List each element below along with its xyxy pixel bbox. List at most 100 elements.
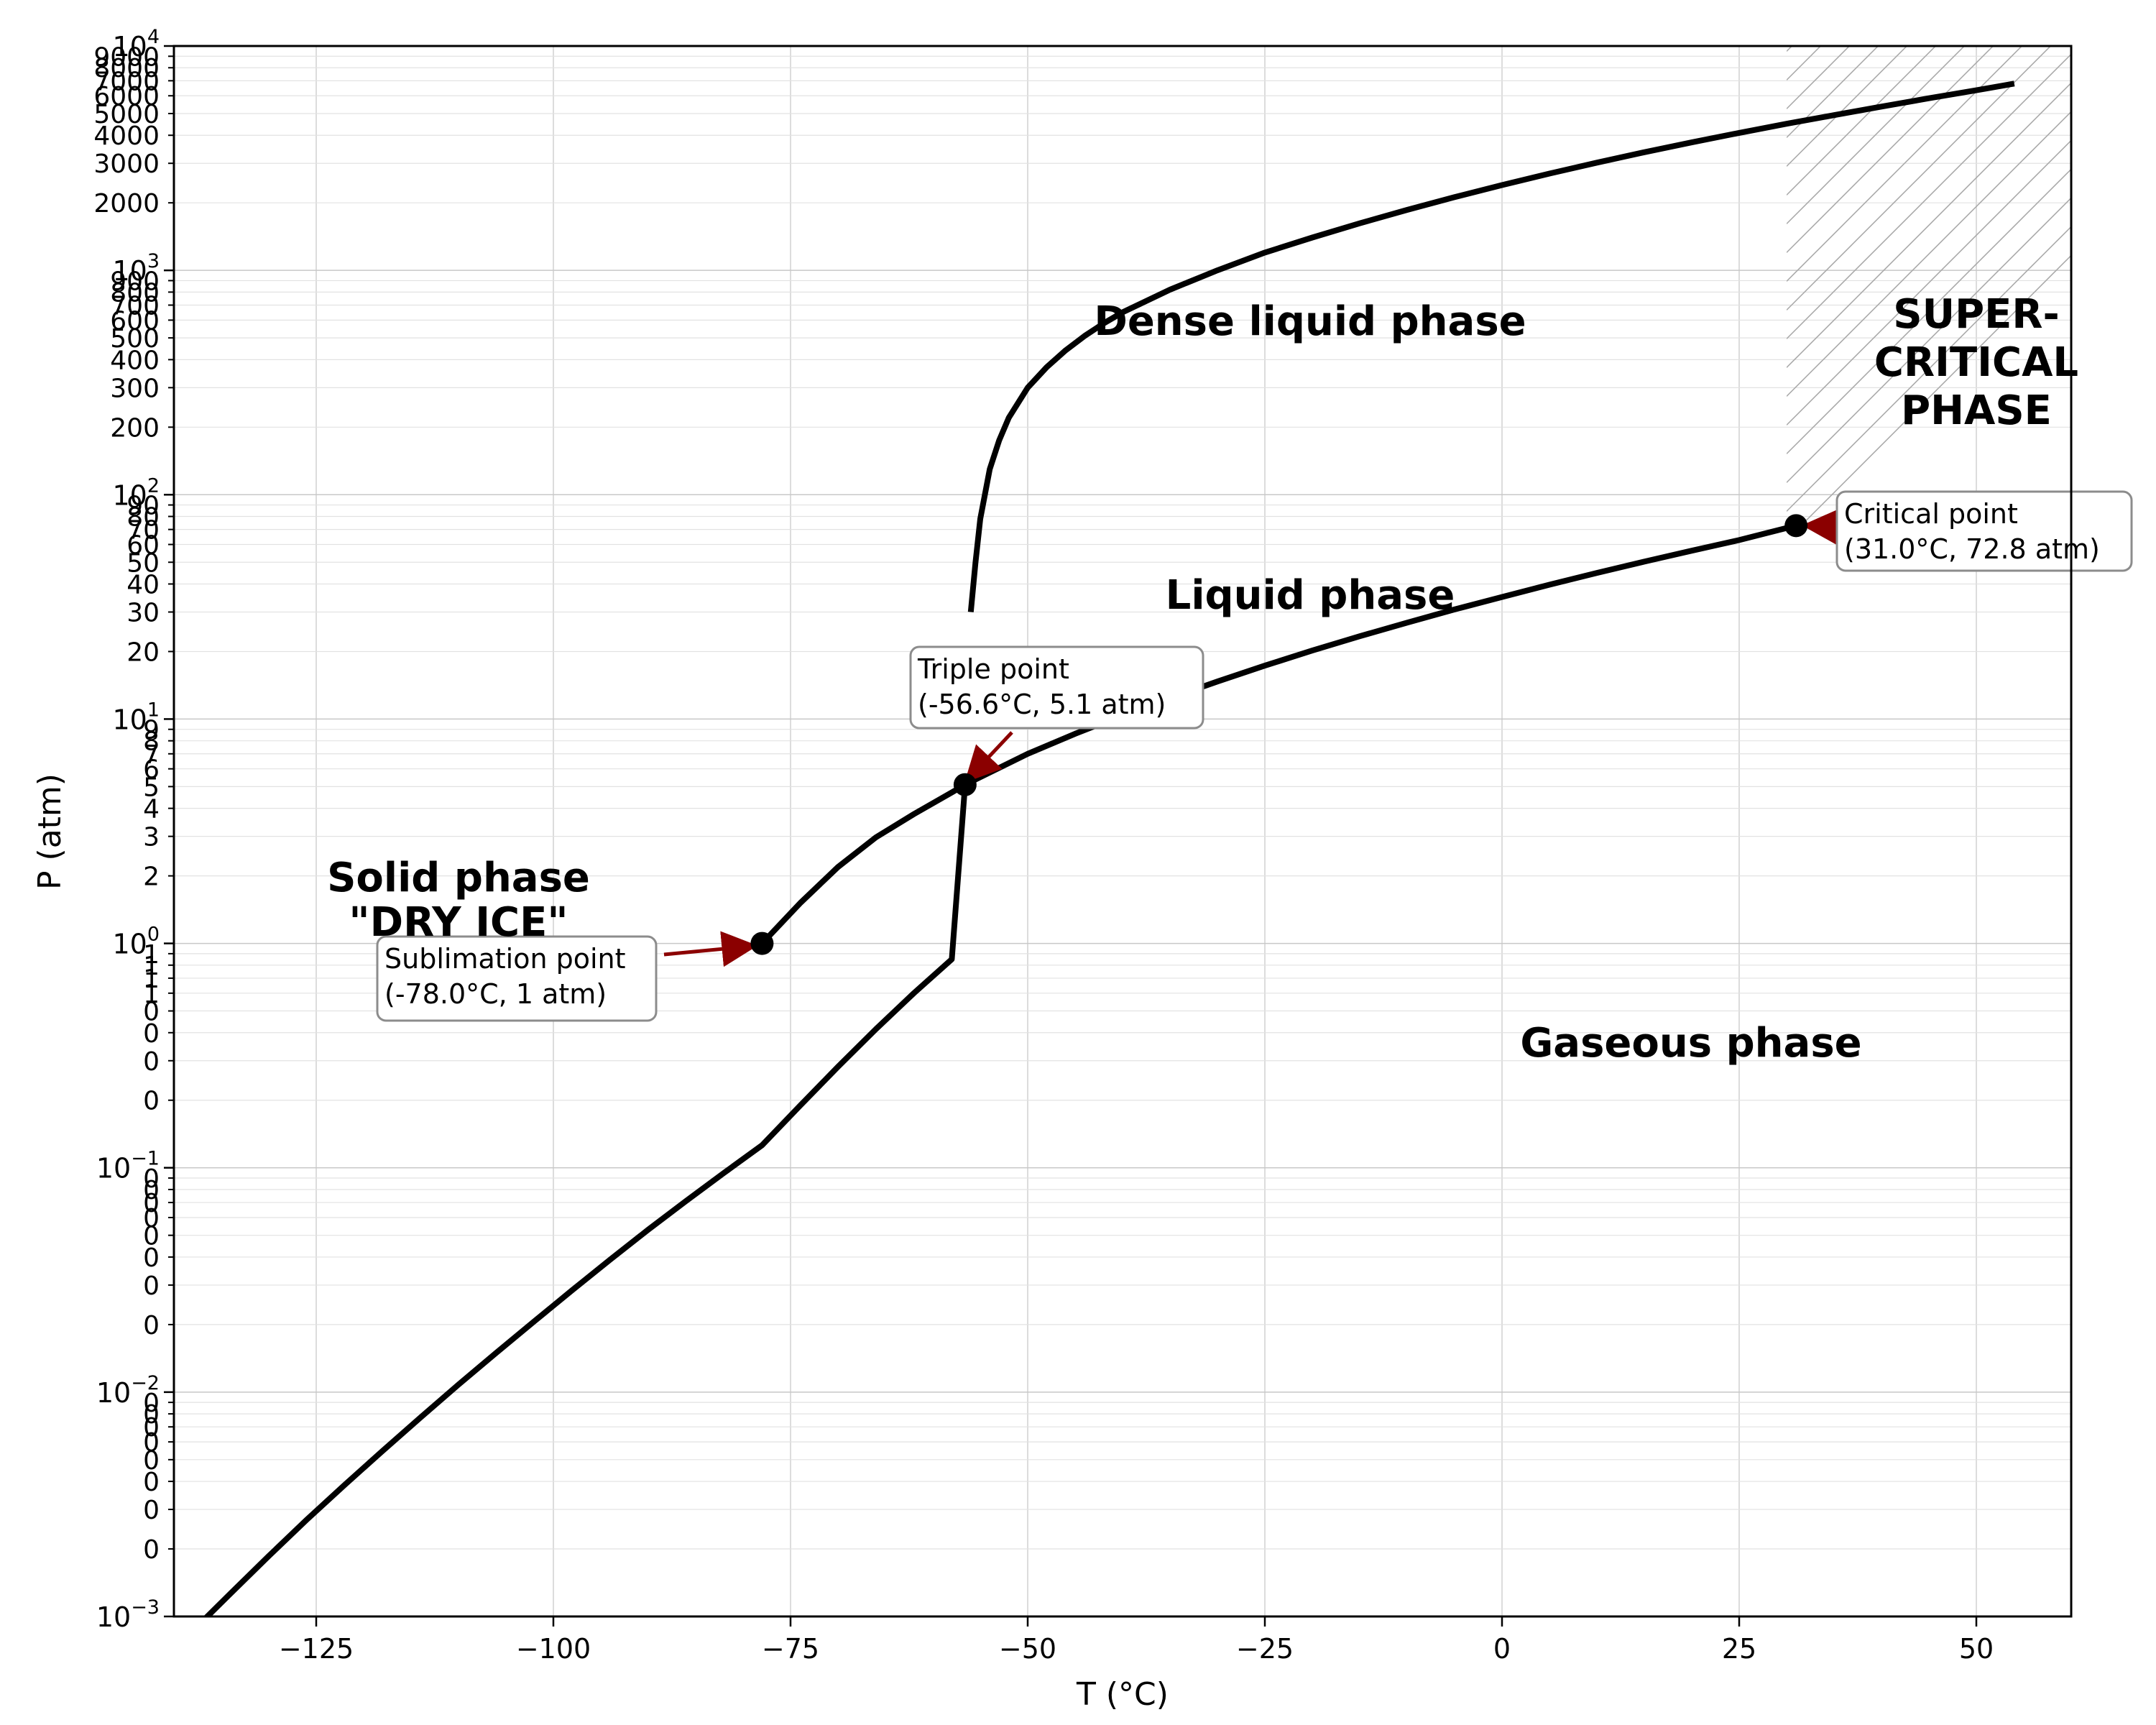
y-tick-label-minor: 0: [143, 1496, 160, 1525]
y-tick-label-minor: 2: [143, 862, 160, 892]
x-axis-label: T (°C): [1076, 1676, 1169, 1713]
hatch-line: [1787, 111, 2071, 397]
sublimation-annotation-box: [376, 935, 658, 1022]
y-tick-label-minor: 90: [126, 492, 160, 521]
y-tick-label-minor: 9000: [93, 42, 160, 72]
y-tick-label-minor: 500: [110, 324, 160, 354]
y-tick-label-minor: 7: [143, 740, 160, 770]
y-tick-label-minor: 800: [110, 278, 160, 308]
y-tick-label-minor: 1: [143, 965, 160, 994]
critical-annotation-coords: (31.0°C, 72.8 atm): [1844, 533, 2100, 565]
triple-annotation-box: [909, 645, 1204, 730]
y-tick-label-minor: 200: [110, 413, 160, 443]
y-tick-label-minor: 4000: [93, 121, 160, 151]
annotation-arrows: [663, 509, 1839, 967]
y-tick-label-minor: 1: [143, 952, 160, 981]
sublimation-annotation-title: Sublimation point: [384, 943, 626, 975]
x-tick-label: 0: [1493, 1633, 1511, 1665]
y-tick-label-minor: 30: [126, 598, 160, 627]
special-points: [750, 514, 1808, 955]
y-tick-label-minor: 0: [143, 1189, 160, 1218]
y-tick-label-minor: 3000: [93, 150, 160, 179]
y-tick-label-minor: 3: [143, 823, 160, 852]
y-tick-label-minor: 5000: [93, 100, 160, 129]
sublimation-annotation-coords: (-78.0°C, 1 atm): [384, 978, 607, 1010]
triple-point-marker: [953, 773, 977, 796]
y-tick-label-minor: 0: [143, 1535, 160, 1565]
y-tick-label-minor: 8: [143, 727, 160, 757]
x-tick-label: 50: [1959, 1633, 1994, 1665]
region-label-3: Gaseous phase: [1520, 1020, 1861, 1067]
x-tick-label: −75: [762, 1633, 819, 1665]
x-tick-label: 25: [1722, 1633, 1756, 1665]
hatch-line: [1787, 53, 2071, 339]
x-tick-label: −125: [279, 1633, 354, 1665]
y-tick-label-minor: 1: [143, 940, 160, 970]
hatch-line: [1787, 46, 2052, 310]
triple-annotation-title: Triple point: [917, 653, 1069, 685]
y-tick-label-minor: 0: [143, 1087, 160, 1116]
supercritical-hatch: [1787, 46, 2071, 526]
y-tick-label-major: 101: [112, 699, 160, 735]
y-tick-label-minor: 50: [126, 548, 160, 578]
y-tick-label-minor: 6000: [93, 82, 160, 111]
plot-frame: [172, 45, 2073, 1618]
critical-annotation-box: [1835, 490, 2133, 572]
y-tick-label-minor: 0: [143, 1164, 160, 1194]
x-axis-ticks: −125 −100 −75 −50 −25 0 25 50: [279, 1616, 1994, 1665]
region-labels: Dense liquid phase Liquid phase Solid phas…: [327, 291, 2078, 1067]
y-tick-label-minor: 0: [143, 1468, 160, 1497]
y-tick-label-minor: 0: [143, 1271, 160, 1301]
region-label-4: CRITICAL: [1874, 339, 2078, 386]
y-tick-label-major: 10−3: [96, 1596, 160, 1633]
hatch-line: [1800, 254, 2071, 526]
region-label-4: PHASE: [1901, 387, 2052, 434]
hatch-line: [1787, 46, 1994, 253]
critical-annotation-arrow: [1802, 509, 1839, 546]
y-tick-label-minor: 60: [126, 531, 160, 561]
x-tick-label: −100: [516, 1633, 591, 1665]
y-tick-label-minor: 5: [143, 773, 160, 802]
y-tick-label-minor: 1: [143, 980, 160, 1009]
region-label-4: SUPER-: [1893, 291, 2059, 338]
y-tick-label-minor: 700: [110, 291, 160, 321]
phase-curve-3: [967, 80, 2015, 612]
region-label-2: Solid phase: [327, 855, 590, 901]
hatch-line: [1787, 46, 1908, 167]
critical-point-marker: [1784, 514, 1808, 538]
hatch-line: [1787, 168, 2071, 454]
y-tick-label-major: 103: [112, 250, 160, 287]
sublimation-point-marker: [750, 932, 774, 955]
y-tick-label-major: 10−2: [96, 1372, 160, 1409]
y-tick-label-minor: 4: [143, 795, 160, 824]
y-tick-label-minor: 0: [143, 1047, 160, 1077]
y-tick-label-minor: 0: [143, 1204, 160, 1233]
triple-annotation-coords: (-56.6°C, 5.1 atm): [918, 689, 1166, 720]
y-tick-label-minor: 0: [143, 1019, 160, 1049]
y-tick-label-minor: 0: [143, 1389, 160, 1418]
y-tick-label-minor: 0: [143, 1222, 160, 1251]
y-tick-label-major: 10−1: [96, 1148, 160, 1184]
region-label-2: "DRY ICE": [349, 899, 568, 946]
y-tick-label-minor: 0: [143, 1311, 160, 1340]
y-tick-label-minor: 400: [110, 346, 160, 375]
hatch-line: [1787, 197, 2071, 483]
y-tick-label-minor: 7000: [93, 67, 160, 96]
y-tick-label-minor: 20: [126, 638, 160, 667]
y-tick-label-minor: 300: [110, 374, 160, 403]
y-tick-label-minor: 9: [143, 716, 160, 745]
hatch-line: [1787, 82, 2071, 368]
y-tick-label-minor: 900: [110, 267, 160, 296]
y-tick-label-minor: 0: [143, 1428, 160, 1458]
y-axis-label: P (atm): [32, 773, 68, 890]
y-tick-label-minor: 80: [126, 503, 160, 533]
y-tick-label-minor: 6: [143, 755, 160, 785]
annotation-boxes: Sublimation point(-78.0°C, 1 atm) Triple …: [376, 490, 2133, 1022]
phase-curve-0: [203, 784, 968, 1616]
y-tick-label-major: 104: [112, 26, 160, 63]
y-tick-label-major: 102: [112, 474, 160, 511]
hatch-line: [1787, 46, 1966, 224]
hatch-line: [1787, 46, 1937, 196]
sublimation-annotation-arrow: [663, 931, 758, 967]
